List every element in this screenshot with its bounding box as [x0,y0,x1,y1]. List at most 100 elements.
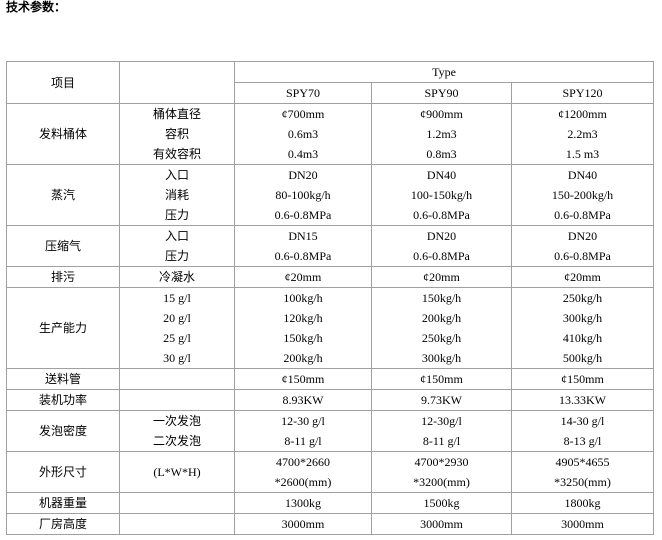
row-sub-labels [119,368,235,390]
sub-label: 冷凝水 [158,270,195,284]
header-row: 项目 Type [6,61,655,104]
value-cell: 9.73KW [371,389,512,411]
value-text: 1.5 m3 [565,147,600,161]
value-cell: 8.93KW [234,389,372,411]
value-text: 250kg/h [421,331,462,345]
row-sub-labels [119,389,235,411]
value-cell: 150kg/h 200kg/h 250kg/h 300kg/h [371,287,512,369]
model-spy90: SPY90 [371,82,512,104]
value-cell: 100kg/h 120kg/h 150kg/h 200kg/h [234,287,372,369]
sub-label: 25 g/l [163,331,191,345]
spec-table: 项目 Type SPY70 SPY90 SPY120 发料桶体 桶体直径 容积 有效容… [6,61,655,535]
value-text: 0.6-0.8MPa [554,208,611,222]
value-text: 12-30 g/l [281,414,325,428]
value-text: DN20 [567,229,598,243]
value-cell: 4700*2660 *2600(mm) [234,451,372,493]
value-text: 12-30g/l [421,414,462,428]
value-text: 0.4m3 [287,147,319,161]
table-row: 送料管 ¢150mm ¢150mm ¢150mm [6,368,655,390]
value-text: ¢150mm [281,372,325,386]
value-text: ¢700mm [281,107,325,121]
value-text: *3200(mm) [413,475,470,489]
value-text: DN15 [288,229,318,243]
value-cell: DN40 150-200kg/h 0.6-0.8MPa [510,164,655,226]
value-text: 14-30 g/l [560,414,605,428]
value-text: *2600(mm) [274,475,332,489]
value-text: 3000mm [420,517,463,531]
row-label: 外形尺寸 [6,451,120,493]
value-text: 4700*2660 [276,455,330,469]
value-text: DN20 [288,168,318,182]
value-text: 0.6-0.8MPa [554,249,611,263]
value-text: 410kg/h [562,331,603,345]
value-text: 150kg/h [283,331,323,345]
value-text: 500kg/h [562,351,603,365]
value-text: 0.6-0.8MPa [274,208,332,222]
value-text: 0.6m3 [287,127,319,141]
value-text: ¢900mm [420,107,463,121]
value-text: 200kg/h [421,311,462,325]
value-text: 100-150kg/h [410,188,473,202]
sub-label: (L*W*H) [153,465,201,479]
value-text: 13.33KW [559,393,607,407]
value-cell: 3000mm [510,513,655,535]
table-row: 蒸汽 入口 消耗 压力 DN20 80-100kg/h 0.6-0.8MPa DN40 100-… [6,164,655,226]
value-text: 0.6-0.8MPa [413,249,470,263]
header-sub-empty [119,61,235,104]
value-text: 300kg/h [562,311,603,325]
value-text: 80-100kg/h [275,188,331,202]
table-row: 生产能力 15 g/l 20 g/l 25 g/l 30 g/l 100kg/h 120kg… [6,287,655,369]
value-text: 8-11 g/l [284,434,322,448]
row-sub-labels [119,492,235,514]
value-cell: ¢20mm [234,266,372,288]
value-text: 200kg/h [283,351,323,365]
value-text: DN40 [567,168,598,182]
sub-label: 15 g/l [163,291,191,305]
value-text: 300kg/h [421,351,462,365]
value-text: 4905*4655 [555,455,610,469]
row-sub-labels: 15 g/l 20 g/l 25 g/l 30 g/l [119,287,235,369]
row-sub-labels: 冷凝水 [119,266,235,288]
value-text: 9.73KW [421,393,462,407]
value-cell: 12-30 g/l 8-11 g/l [234,410,372,452]
sub-label: 二次发泡 [152,434,201,448]
table-row: 压缩气 入口 压力 DN15 0.6-0.8MPa DN20 0.6-0.8MPa DN20 0… [6,225,655,267]
sub-label: 桶体直径 [152,107,201,121]
row-label: 蒸汽 [6,164,120,226]
value-cell: 250kg/h 300kg/h 410kg/h 500kg/h [510,287,655,369]
sub-label: 入口 [164,229,189,243]
value-text: 150kg/h [421,291,462,305]
value-text: 8-13 g/l [563,434,602,448]
row-label: 发料桶体 [6,103,120,165]
value-cell: 3000mm [234,513,372,535]
sub-label: 20 g/l [163,311,191,325]
value-text: 250kg/h [562,291,603,305]
sub-label: 30 g/l [163,351,191,365]
value-cell: DN15 0.6-0.8MPa [234,225,372,267]
row-label: 装机功率 [6,389,120,411]
row-sub-labels [119,513,235,535]
value-cell: 14-30 g/l 8-13 g/l [510,410,655,452]
table-row: 厂房高度 3000mm 3000mm 3000mm [6,513,655,535]
sub-label: 一次发泡 [152,414,201,428]
value-cell: DN40 100-150kg/h 0.6-0.8MPa [371,164,512,226]
value-text: 150-200kg/h [551,188,614,202]
value-text: 1300kg [285,496,321,510]
row-label: 发泡密度 [6,410,120,452]
table-row: 装机功率 8.93KW 9.73KW 13.33KW [6,389,655,411]
value-text: DN20 [426,229,457,243]
row-sub-labels: 入口 消耗 压力 [119,164,235,226]
value-text: ¢150mm [561,372,604,386]
table-row: 发料桶体 桶体直径 容积 有效容积 ¢700mm 0.6m3 0.4m3 ¢900mm 1.2m… [6,103,655,165]
value-cell: 1300kg [234,492,372,514]
value-cell: ¢150mm [234,368,372,390]
value-text: ¢150mm [420,372,463,386]
table-row: 发泡密度 一次发泡二次发泡 12-30 g/l 8-11 g/l 12-30g/l 8-1… [6,410,655,452]
value-cell: DN20 0.6-0.8MPa [371,225,512,267]
sub-label: 压力 [164,208,189,222]
value-cell: 3000mm [371,513,512,535]
sub-label: 消耗 [164,188,189,202]
table-row: 外形尺寸 (L*W*H) 4700*2660 *2600(mm) 4700*2930 *3… [6,451,655,493]
row-label: 生产能力 [6,287,120,369]
value-text: 1500kg [423,496,460,510]
